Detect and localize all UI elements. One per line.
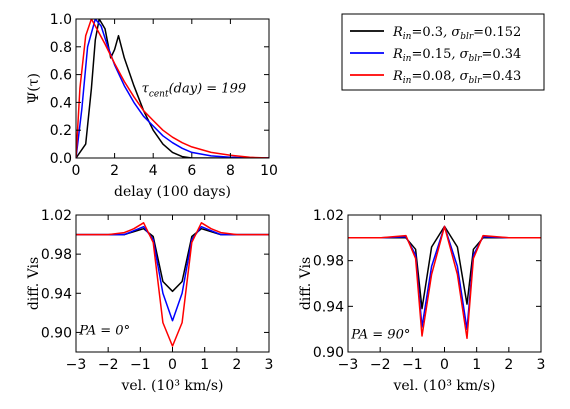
series-line-2 xyxy=(76,222,269,347)
x-tick-label: 8 xyxy=(226,163,235,179)
x-tick-label: −3 xyxy=(66,357,87,373)
legend-eq: = xyxy=(411,25,422,40)
x-tick-label: 6 xyxy=(187,163,196,179)
legend-eq: = xyxy=(411,47,422,62)
annotation-sub: cent xyxy=(149,90,169,100)
axes-frame xyxy=(75,18,270,159)
x-tick-label: 2 xyxy=(110,163,119,179)
x-axis-label: delay (100 days) xyxy=(114,184,231,200)
legend-label-2: Rin=0.08, σblr=0.43 xyxy=(392,69,521,86)
legend-s-val: 0.152 xyxy=(484,25,521,40)
legend-r-val: 0.3 xyxy=(422,25,443,40)
y-tick-label: 1.0 xyxy=(50,12,72,28)
x-axis-label: vel. (10³ km/s) xyxy=(120,378,223,394)
legend-comma: , σ xyxy=(451,47,469,62)
legend-r-sub: in xyxy=(403,76,412,86)
series-line-2 xyxy=(348,225,541,340)
legend-box xyxy=(341,13,545,91)
legend-eq2: = xyxy=(481,69,492,84)
legend-label-0: Rin=0.3, σblr=0.152 xyxy=(392,25,521,42)
x-tick-label: −2 xyxy=(370,357,391,373)
x-tick-label: 4 xyxy=(149,163,158,179)
legend-eq: = xyxy=(411,69,422,84)
legend-s-sub: blr xyxy=(468,54,482,64)
x-tick-label: 0 xyxy=(440,357,449,373)
y-tick-label: 1.02 xyxy=(313,208,344,224)
legend-r: R xyxy=(392,47,403,62)
x-tick-label: 10 xyxy=(260,163,278,179)
legend-r-sub: in xyxy=(403,32,412,42)
y-axis-label: diff. Vis xyxy=(26,257,42,310)
legend-s-sub: blr xyxy=(460,32,474,42)
diff-vis-pa0-panel: −3 −2 −1 0 1 2 3 0.90 0.94 0.98 1.02 vel. (10³ km/s… xyxy=(26,208,273,394)
legend-r: R xyxy=(392,25,403,40)
series-line-2 xyxy=(76,19,269,158)
series-line-1 xyxy=(348,225,541,330)
legend-r-val: 0.08 xyxy=(422,69,451,84)
y-tick-label: 0.0 xyxy=(50,151,72,167)
y-tick-label: 0.94 xyxy=(41,286,72,302)
y-tick-label: 0.6 xyxy=(50,68,72,84)
y-tick-label: 0.98 xyxy=(41,247,72,263)
legend-comma: , σ xyxy=(443,25,461,40)
x-tick-label: 3 xyxy=(537,357,546,373)
y-tick-label: 1.02 xyxy=(41,208,72,224)
x-tick-label: −1 xyxy=(130,357,151,373)
x-tick-label: 1 xyxy=(200,357,209,373)
legend-eq2: = xyxy=(473,25,484,40)
transfer-function-panel: 0 2 4 6 8 10 0.0 0.2 0.4 0.6 0.8 1.0 delay (100 days… xyxy=(26,12,278,200)
y-tick-label: 0.98 xyxy=(313,254,344,270)
x-tick-label: 1 xyxy=(472,357,481,373)
annotation-rest: (day) = 199 xyxy=(169,82,247,97)
series-line-1 xyxy=(76,225,269,322)
y-axis-label: Ψ(τ) xyxy=(26,73,42,104)
series-line-0 xyxy=(76,227,269,293)
y-tick-label: 0.94 xyxy=(313,299,344,315)
x-tick-label: 2 xyxy=(232,357,241,373)
legend-eq2: = xyxy=(481,47,492,62)
panel-annotation: PA = 0° xyxy=(78,323,130,338)
panel-annotation: τcent(day) = 199 xyxy=(142,82,247,100)
x-tick-label: −3 xyxy=(338,357,359,373)
y-axis-label: diff. Vis xyxy=(298,257,314,310)
y-tick-label: 0.8 xyxy=(50,40,72,56)
legend-comma: , σ xyxy=(451,69,469,84)
series-line-1 xyxy=(76,19,269,158)
panel-annotation: PA = 90° xyxy=(350,327,410,342)
legend-r-sub: in xyxy=(403,54,412,64)
diff-vis-pa90-panel: −3 −2 −1 0 1 2 3 0.90 0.94 0.98 1.02 vel. (10³ km/s… xyxy=(298,208,545,394)
x-tick-label: 3 xyxy=(265,357,274,373)
legend-s-val: 0.34 xyxy=(492,47,521,62)
x-tick-label: −2 xyxy=(98,357,119,373)
x-tick-label: 0 xyxy=(168,357,177,373)
legend-s-sub: blr xyxy=(468,76,482,86)
annotation-tau: τ xyxy=(142,82,150,97)
legend-r: R xyxy=(392,69,403,84)
y-tick-label: 0.90 xyxy=(41,325,72,341)
y-tick-label: 0.90 xyxy=(313,345,344,361)
y-tick-label: 0.2 xyxy=(50,123,72,139)
legend-s-val: 0.43 xyxy=(492,69,521,84)
x-axis-label: vel. (10³ km/s) xyxy=(392,378,495,394)
series-line-0 xyxy=(348,225,541,310)
x-tick-label: −1 xyxy=(402,357,423,373)
x-tick-label: 0 xyxy=(72,163,81,179)
legend-label-1: Rin=0.15, σblr=0.34 xyxy=(392,47,521,64)
y-tick-label: 0.4 xyxy=(50,95,72,111)
x-tick-label: 2 xyxy=(504,357,513,373)
legend-r-val: 0.15 xyxy=(422,47,451,62)
